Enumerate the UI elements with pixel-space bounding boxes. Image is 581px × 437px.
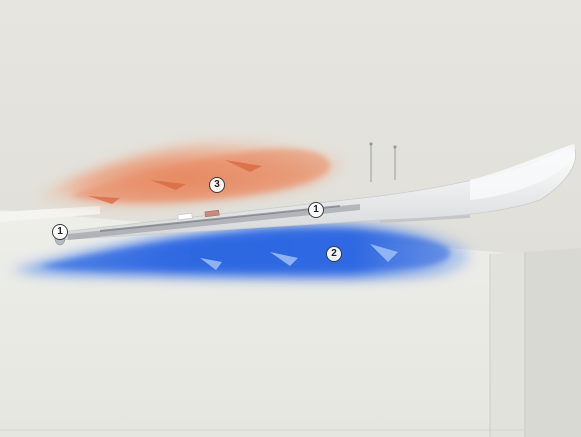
arrow-icon xyxy=(200,258,222,270)
arrow-icon xyxy=(88,196,120,204)
arrow-icon xyxy=(225,160,262,172)
callout-marker-1-left: 1 xyxy=(52,224,68,240)
corner-pillar xyxy=(490,252,525,437)
right-wall xyxy=(525,248,581,437)
callout-marker-2: 2 xyxy=(326,246,342,262)
air-outlet-slot xyxy=(68,204,360,240)
arrow-icon xyxy=(150,180,186,190)
ceiling-unit xyxy=(54,144,576,246)
arrow-icon xyxy=(270,252,298,266)
wall-ledge xyxy=(0,206,100,222)
arrow-icon xyxy=(370,244,398,262)
warm-air-flow xyxy=(30,135,346,206)
callout-marker-1-right: 1 xyxy=(308,202,324,218)
callout-marker-3: 3 xyxy=(209,177,225,193)
cool-air-flow xyxy=(10,225,470,279)
